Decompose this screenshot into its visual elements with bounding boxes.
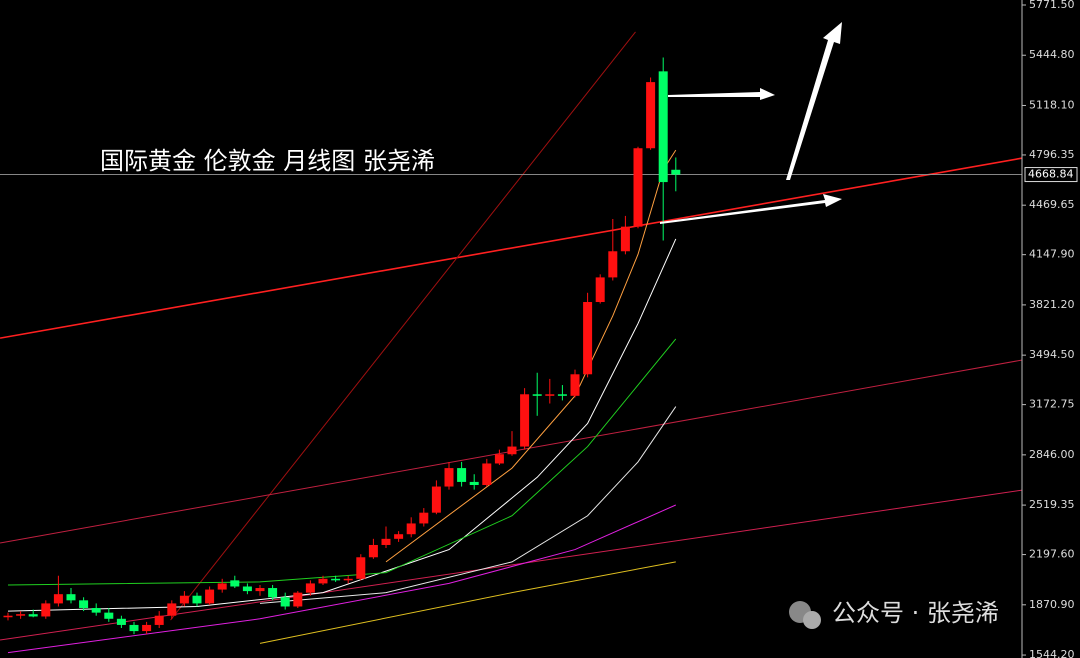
- candle-body: [104, 612, 114, 619]
- arrow: [668, 88, 775, 100]
- candle-body: [53, 594, 63, 604]
- y-tick-label: 3821.20: [1029, 298, 1075, 311]
- y-tick-label: 5118.10: [1029, 98, 1075, 111]
- moving-average: [7, 504, 677, 654]
- candle-body: [557, 394, 567, 396]
- moving-average: [259, 561, 676, 644]
- candle-body: [91, 608, 101, 613]
- candle-body: [494, 454, 504, 464]
- candle-body: [230, 580, 240, 587]
- arrow: [786, 22, 842, 180]
- candle-body: [507, 446, 517, 455]
- candle-body: [532, 394, 542, 396]
- y-tick-label: 3494.50: [1029, 348, 1075, 361]
- candle-body: [356, 557, 366, 579]
- watermark-text: 公众号 · 张尧浠: [832, 599, 999, 627]
- y-tick-label: 2519.35: [1029, 498, 1075, 511]
- candle-body: [28, 614, 38, 617]
- candle-body: [406, 523, 416, 535]
- trendline: [0, 157, 1023, 339]
- watermark: 公众号 · 张尧浠: [789, 599, 999, 629]
- candle-body: [394, 534, 404, 539]
- y-tick-label: 5444.80: [1029, 48, 1075, 61]
- candle-body: [142, 624, 152, 632]
- candle-body: [179, 595, 189, 604]
- candle-body: [520, 394, 530, 447]
- moving-average: [7, 338, 677, 586]
- y-tick-label: 1544.20: [1029, 648, 1075, 658]
- candle-body: [444, 468, 454, 487]
- y-tick-label: 5771.50: [1029, 0, 1075, 11]
- candle-body: [595, 277, 605, 303]
- candle-body: [167, 603, 177, 616]
- moving-average: [7, 238, 677, 612]
- candle-body: [457, 468, 467, 482]
- candle-body: [242, 586, 252, 592]
- y-tick-label: 4469.65: [1029, 198, 1075, 211]
- candle-body: [646, 82, 656, 149]
- candle-body: [305, 583, 315, 593]
- moving-average: [385, 149, 677, 563]
- candle-body: [331, 578, 341, 581]
- candle-body: [545, 394, 555, 396]
- candle-body: [16, 614, 26, 616]
- candle-body: [608, 251, 618, 278]
- candle-body: [154, 615, 164, 625]
- candle-body: [431, 486, 441, 513]
- y-tick-label: 4796.35: [1029, 148, 1075, 161]
- candle-body: [419, 512, 429, 524]
- candle-body: [280, 597, 290, 607]
- candle-body: [192, 595, 202, 604]
- chart-title: 国际黄金 伦敦金 月线图 张尧浠: [100, 147, 435, 175]
- candle-body: [381, 538, 391, 545]
- y-tick-label: 3172.75: [1029, 398, 1075, 411]
- arrow: [660, 194, 842, 224]
- candle-body: [217, 583, 227, 590]
- y-tick-label: 2846.00: [1029, 448, 1075, 461]
- y-tick-label: 1870.90: [1029, 598, 1075, 611]
- candle-body: [343, 578, 353, 581]
- candle-body: [268, 588, 278, 598]
- last-price-box: [1024, 167, 1078, 183]
- candle-body: [41, 603, 51, 617]
- candle-body: [116, 618, 126, 625]
- candle-body: [3, 615, 13, 618]
- y-tick-label: 4147.90: [1029, 248, 1075, 261]
- moving-average: [259, 406, 677, 604]
- watermark-icon: [803, 611, 821, 629]
- candle-body: [368, 544, 378, 558]
- candle-body: [620, 226, 630, 252]
- plot-area: [0, 31, 1023, 654]
- candle-body: [658, 71, 668, 183]
- candle-body: [66, 594, 76, 601]
- candle-body: [671, 169, 681, 175]
- candle-body: [205, 589, 215, 604]
- candle-body: [482, 463, 492, 486]
- candle-body: [129, 624, 139, 632]
- candle-body: [570, 374, 580, 396]
- last-price-label: 4668.84: [1028, 168, 1074, 181]
- y-tick-label: 2197.60: [1029, 548, 1075, 561]
- candle-body: [469, 481, 479, 486]
- candle-body: [583, 302, 593, 375]
- candle-body: [318, 578, 328, 584]
- candle-body: [79, 600, 89, 609]
- trendline: [170, 31, 636, 621]
- candle-body: [293, 592, 303, 607]
- candle-body: [633, 148, 643, 227]
- candle-body: [255, 588, 265, 592]
